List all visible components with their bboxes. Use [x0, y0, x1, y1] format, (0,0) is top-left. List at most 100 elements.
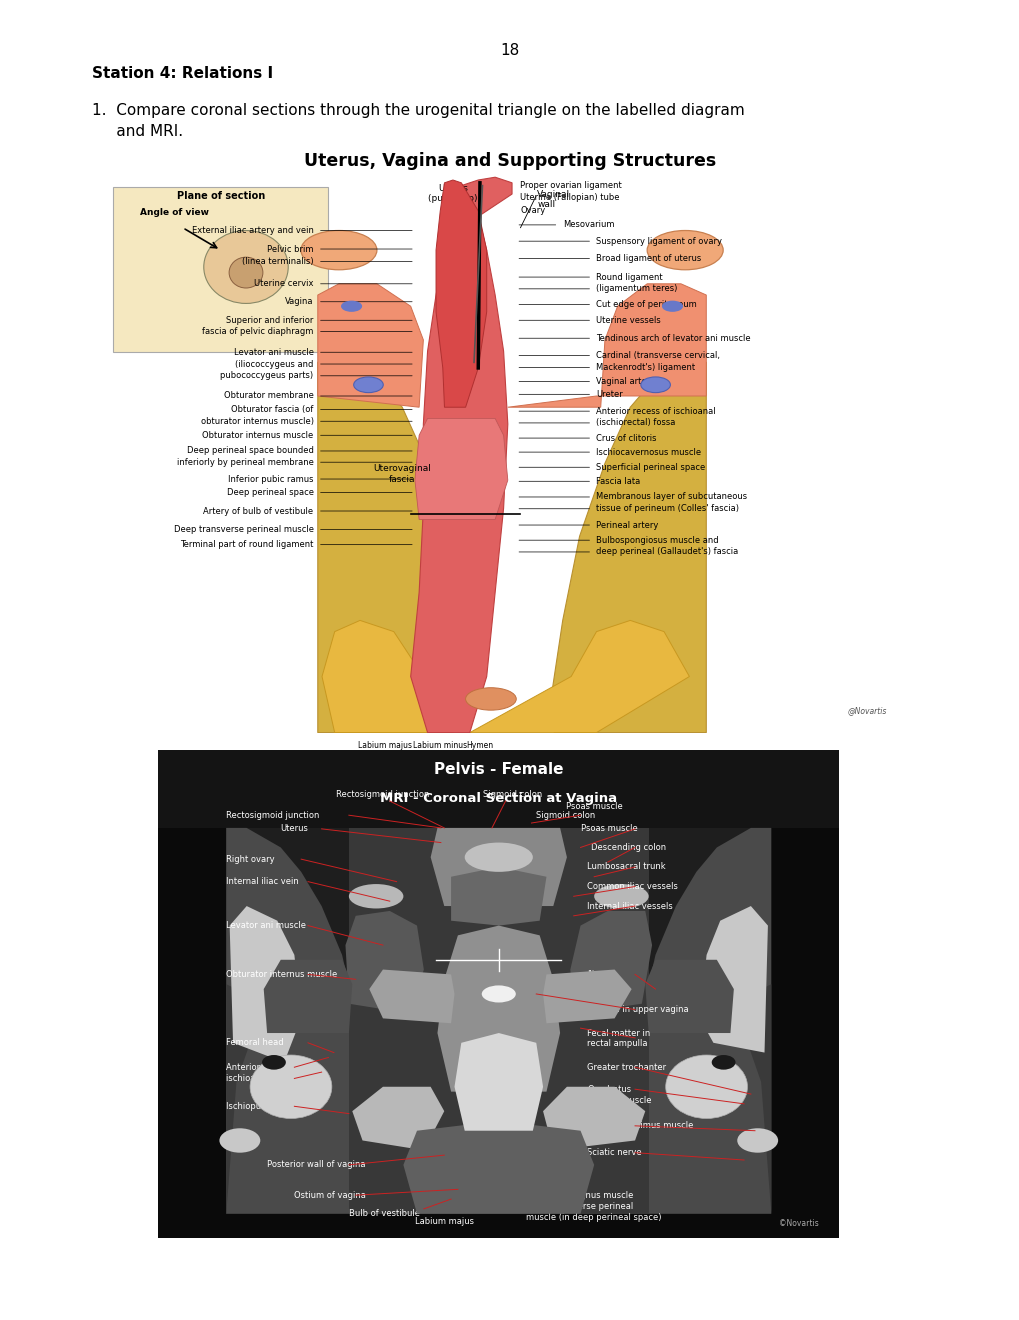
Text: (ischiorectal) fossa: (ischiorectal) fossa — [596, 418, 676, 428]
Ellipse shape — [204, 231, 288, 304]
Text: (pulled up): (pulled up) — [428, 194, 477, 203]
Text: Proper ovarian ligament: Proper ovarian ligament — [520, 181, 622, 190]
Text: Levator ani muscle: Levator ani muscle — [233, 347, 313, 356]
Ellipse shape — [465, 842, 532, 871]
Text: Plane of section: Plane of section — [176, 191, 265, 201]
Text: Mackenrodt's) ligament: Mackenrodt's) ligament — [596, 363, 695, 372]
Text: Bulb of vestibule: Bulb of vestibule — [348, 1209, 420, 1218]
Text: Lumbosacral trunk: Lumbosacral trunk — [587, 862, 665, 871]
Ellipse shape — [661, 301, 683, 312]
Ellipse shape — [646, 231, 722, 269]
Text: Common iliac vessels: Common iliac vessels — [587, 882, 678, 891]
Ellipse shape — [301, 231, 377, 269]
Text: Ilium: Ilium — [587, 970, 607, 979]
Ellipse shape — [465, 688, 516, 710]
Text: Terminal part of round ligament: Terminal part of round ligament — [180, 540, 313, 549]
Bar — [318, 172, 705, 733]
Text: rectal ampulla: rectal ampulla — [587, 1039, 647, 1048]
Text: Station 4: Relations I: Station 4: Relations I — [92, 66, 273, 82]
Text: inferiorly by perineal membrane: inferiorly by perineal membrane — [176, 458, 313, 467]
Text: Right ovary: Right ovary — [226, 854, 274, 863]
Text: Vaginal artery: Vaginal artery — [596, 378, 655, 385]
Text: fascia: fascia — [388, 474, 415, 483]
Text: Ovary: Ovary — [520, 206, 545, 215]
Text: Obturator membrane: Obturator membrane — [223, 392, 313, 400]
Polygon shape — [403, 1121, 594, 1214]
Text: Cut edge of peritoneum: Cut edge of peritoneum — [596, 300, 697, 309]
Ellipse shape — [711, 1055, 735, 1069]
Text: Rectosigmoid junction: Rectosigmoid junction — [336, 789, 429, 799]
Text: Labium majus: Labium majus — [358, 741, 412, 750]
Ellipse shape — [348, 884, 403, 908]
Polygon shape — [542, 969, 631, 1023]
Text: Fecal matter in: Fecal matter in — [587, 1028, 650, 1038]
Text: Anterior recess of ischioanal: Anterior recess of ischioanal — [596, 407, 715, 416]
Text: Membranous layer of subcutaneous: Membranous layer of subcutaneous — [596, 492, 747, 502]
Text: ©Novartis: ©Novartis — [779, 1218, 818, 1228]
Polygon shape — [645, 960, 733, 1034]
Text: 18: 18 — [500, 42, 519, 58]
Text: Suspensory ligament of ovary: Suspensory ligament of ovary — [596, 236, 721, 246]
Text: Uterine (Fallopian) tube: Uterine (Fallopian) tube — [520, 194, 620, 202]
Text: Perineal artery: Perineal artery — [596, 520, 658, 529]
Text: Adductor magnus muscle: Adductor magnus muscle — [526, 1191, 633, 1200]
Text: fascia of pelvic diaphragm: fascia of pelvic diaphragm — [202, 327, 313, 337]
Text: Uterine cervix: Uterine cervix — [254, 280, 313, 288]
Bar — [226, 828, 770, 1214]
Text: Femoral head: Femoral head — [226, 1039, 283, 1047]
Ellipse shape — [340, 301, 362, 312]
Polygon shape — [318, 284, 423, 407]
Polygon shape — [435, 180, 486, 407]
Text: Deep perineal space bounded: Deep perineal space bounded — [186, 446, 313, 455]
Text: 1.  Compare coronal sections through the urogenital triangle on the labelled dia: 1. Compare coronal sections through the … — [92, 103, 744, 119]
Text: (iliococcygeus and: (iliococcygeus and — [235, 359, 313, 368]
Text: @Novartis: @Novartis — [846, 706, 886, 714]
Text: Superficial perineal space: Superficial perineal space — [596, 463, 705, 471]
Text: Fascia lata: Fascia lata — [596, 477, 640, 486]
Text: Ostium of vagina: Ostium of vagina — [294, 1191, 366, 1200]
Polygon shape — [450, 867, 546, 925]
Text: Sigmoid colon: Sigmoid colon — [536, 810, 595, 820]
Polygon shape — [628, 828, 770, 1214]
Text: Greater trochanter: Greater trochanter — [587, 1063, 665, 1072]
Text: Deep perineal space: Deep perineal space — [226, 488, 313, 498]
Text: Inferior pubic ramus: Inferior pubic ramus — [228, 474, 313, 483]
Text: External iliac artery and vein: External iliac artery and vein — [192, 226, 313, 235]
Text: Descending colon: Descending colon — [590, 843, 665, 851]
Ellipse shape — [594, 884, 648, 908]
Text: Ischiocavernosus muscle: Ischiocavernosus muscle — [596, 447, 701, 457]
Text: Labium minus: Labium minus — [413, 741, 467, 750]
Text: Rectosigmoid junction: Rectosigmoid junction — [226, 810, 319, 820]
Text: Bulb of vestibule: Bulb of vestibule — [470, 755, 534, 764]
Polygon shape — [348, 828, 648, 1214]
Text: Levator ani muscle: Levator ani muscle — [226, 921, 306, 931]
Polygon shape — [229, 906, 301, 1063]
Text: Uterus: Uterus — [280, 825, 309, 833]
Text: deep perineal (Gallaudet's) fascia: deep perineal (Gallaudet's) fascia — [596, 548, 738, 557]
Text: Anterior recess of: Anterior recess of — [226, 1063, 301, 1072]
Text: femoris muscle: femoris muscle — [587, 1096, 651, 1105]
Ellipse shape — [250, 1055, 331, 1118]
Text: Uterine vessels: Uterine vessels — [596, 315, 660, 325]
Text: Broad ligament of uterus: Broad ligament of uterus — [596, 253, 701, 263]
Text: Gluteus maximus muscle: Gluteus maximus muscle — [587, 1121, 693, 1130]
Text: Obturator fascia (of: Obturator fascia (of — [231, 405, 313, 414]
Polygon shape — [369, 969, 454, 1023]
Text: Obturator internus muscle: Obturator internus muscle — [226, 970, 337, 979]
Text: Pelvis - Female: Pelvis - Female — [434, 762, 562, 776]
Text: muscle (in deep perineal space): muscle (in deep perineal space) — [526, 1213, 661, 1221]
Text: Hymen: Hymen — [466, 741, 493, 750]
Text: Uterus, Vagina and Supporting Structures: Uterus, Vagina and Supporting Structures — [304, 152, 715, 170]
Text: Quadratus: Quadratus — [587, 1085, 631, 1094]
Polygon shape — [570, 911, 651, 1014]
Text: and MRI.: and MRI. — [92, 124, 182, 140]
Text: Psoas muscle: Psoas muscle — [566, 801, 622, 810]
Ellipse shape — [262, 1055, 285, 1069]
Polygon shape — [411, 177, 512, 733]
Text: Uterus: Uterus — [437, 183, 468, 193]
Text: Tampon in upper vagina: Tampon in upper vagina — [587, 1005, 688, 1014]
Ellipse shape — [229, 257, 263, 288]
Polygon shape — [352, 1086, 444, 1150]
Text: MRI - Coronal Section at Vagina: MRI - Coronal Section at Vagina — [380, 792, 616, 805]
Text: Vagina: Vagina — [284, 297, 313, 306]
